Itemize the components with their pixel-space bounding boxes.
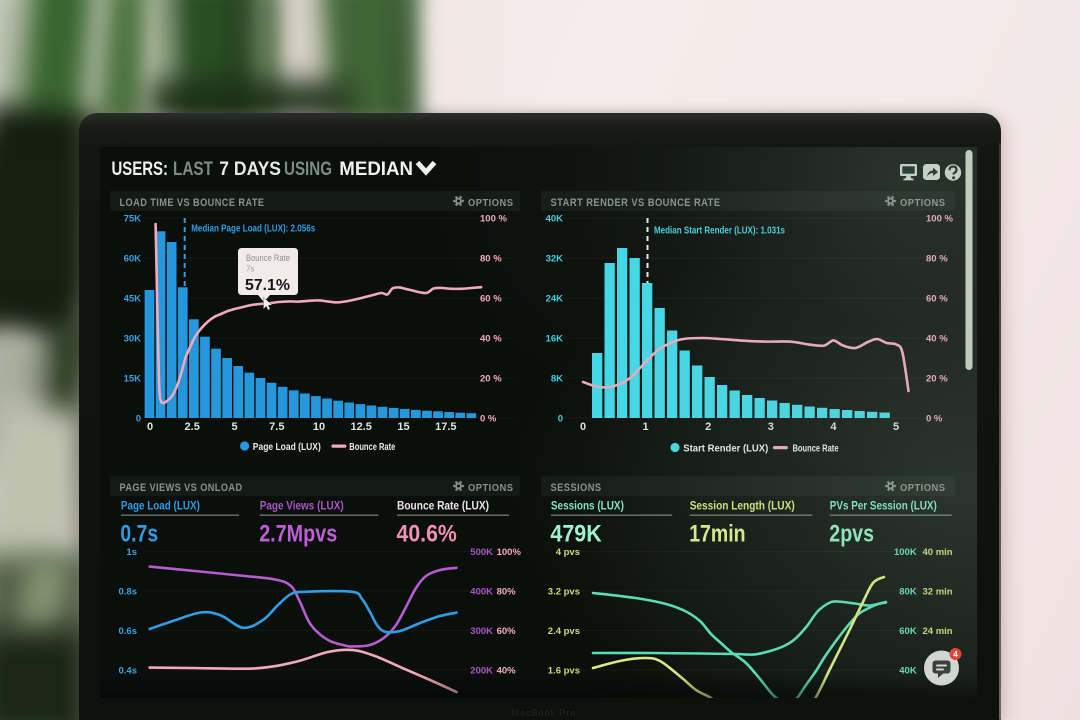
svg-text:4: 4	[953, 650, 958, 659]
